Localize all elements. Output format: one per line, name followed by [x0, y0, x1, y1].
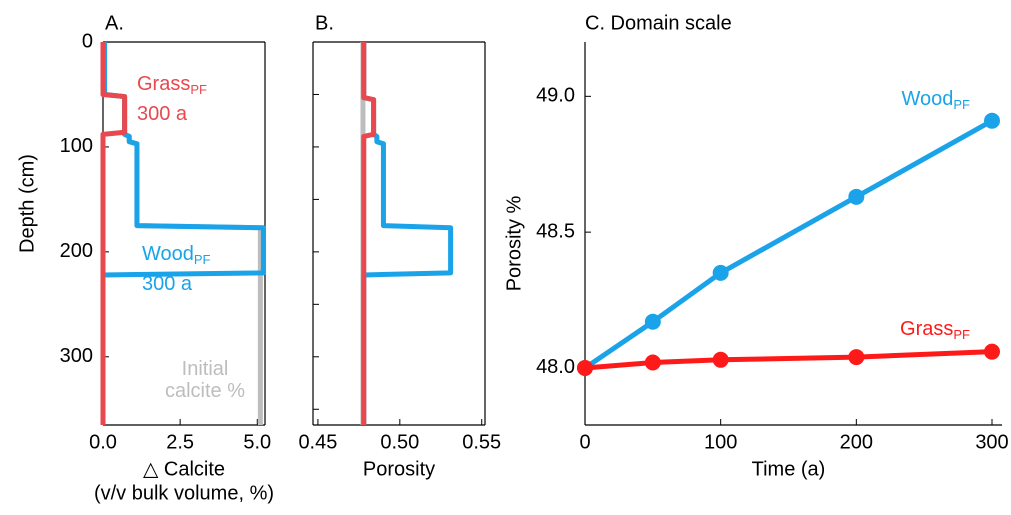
panel-title: A. [105, 12, 124, 34]
y-axis-label: Depth (cm) [16, 154, 38, 253]
series-label: GrassPF [900, 318, 970, 342]
x-tick-label: 200 [840, 431, 873, 453]
series-line [361, 42, 454, 425]
point [577, 359, 593, 376]
y-axis-label: Porosity % [503, 195, 525, 291]
annotation: 300 a [137, 103, 188, 125]
series-label-sub: PF [953, 327, 970, 342]
annotation-sub: PF [190, 82, 207, 97]
series-line [361, 42, 377, 425]
annotation: GrassPF [137, 73, 207, 97]
point [848, 349, 865, 366]
y-tick-label: 48.0 [536, 356, 575, 378]
series-label-main: Grass [900, 318, 953, 340]
x-axis-label: Time (a) [752, 458, 826, 480]
annotation-main: Grass [137, 73, 190, 95]
annotation: calcite % [165, 380, 245, 402]
x-tick-label: 0.55 [462, 431, 501, 453]
annotation: 300 a [142, 273, 193, 295]
x-axis-label: Porosity [363, 458, 435, 480]
x-tick-label: 5.0 [243, 431, 271, 453]
point [712, 351, 729, 368]
x-axis-label: (v/v bulk volume, %) [94, 482, 274, 504]
annotation-main: 300 a [137, 103, 188, 125]
annotation-main: Wood [142, 243, 194, 265]
x-tick-label: 100 [704, 431, 737, 453]
annotation-main: Initial [182, 358, 229, 380]
y-tick-label: 300 [60, 345, 93, 367]
series-label-sub: PF [953, 97, 970, 112]
x-axis-label: △ Calcite [143, 458, 225, 480]
point [712, 264, 729, 281]
panel-title: C. Domain scale [585, 12, 732, 34]
x-tick-label: 0.45 [298, 431, 337, 453]
series-label-main: Wood [901, 88, 953, 110]
x-tick-label: 0 [579, 431, 590, 453]
y-tick-label: 100 [60, 135, 93, 157]
point [848, 188, 865, 205]
annotation: WoodPF [142, 243, 211, 267]
y-tick-label: 49.0 [536, 85, 575, 107]
y-tick-label: 200 [60, 240, 93, 262]
x-tick-label: 300 [975, 431, 1008, 453]
panel-title: B. [315, 12, 334, 34]
point [984, 112, 1000, 129]
annotation-sub: PF [194, 252, 211, 267]
point [984, 343, 1000, 360]
x-tick-label: 2.5 [166, 431, 194, 453]
point [644, 354, 661, 371]
y-tick-label: 0 [82, 30, 93, 52]
y-tick-label: 48.5 [536, 220, 575, 242]
x-tick-label: 0.0 [89, 431, 117, 453]
annotation-main: calcite % [165, 380, 245, 402]
series-label: WoodPF [901, 88, 970, 112]
point [644, 313, 661, 330]
annotation-main: 300 a [142, 273, 193, 295]
series-line [100, 42, 128, 425]
x-tick-label: 0.50 [380, 431, 419, 453]
annotation: Initial [182, 358, 229, 380]
